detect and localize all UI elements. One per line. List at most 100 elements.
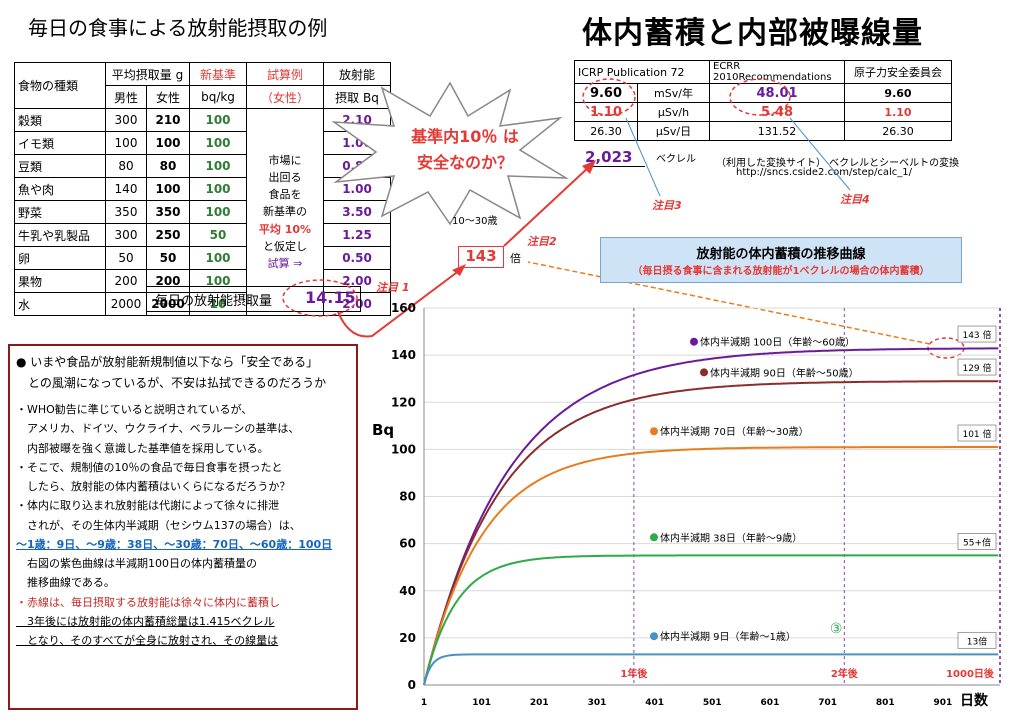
info-line: されが、その生体内半減期（セシウム137の場合）は、 [16, 518, 301, 532]
end-label-box [957, 631, 997, 649]
note-line: 出回る [268, 171, 302, 185]
left-title: 毎日の食事による放射能摂取の例 [28, 16, 328, 40]
y-tick-label: 0 [408, 678, 416, 692]
food-name: 卵 [14, 246, 106, 270]
info-line: 〜1歳：9日、〜9歳：38日、〜30歳：70日、〜60歳：100日 [16, 537, 333, 551]
table-row: 魚や肉 140 100 100 1.00 [14, 177, 391, 201]
end-label-box [957, 533, 997, 550]
multiplier-unit: 倍 [510, 252, 521, 265]
female-amount: 100 [146, 177, 190, 201]
series-dot [650, 427, 658, 436]
info-line: したら、放射能の体内蓄積はいくらになるだろうか？ [16, 480, 291, 493]
header-icrp: ICRP Publication 72 [574, 60, 710, 84]
y-tick-label: 80 [399, 490, 416, 504]
multiplier-box: 143 [458, 246, 504, 268]
male-amount: 350 [105, 200, 147, 224]
end-label-box [957, 424, 997, 442]
starburst-shape [331, 81, 569, 226]
note-calc: 試算 ⇒ [267, 256, 303, 270]
main-title: 体内蓄積と内部被曝線量 [582, 16, 923, 51]
starburst-text: 基準内10％ は 安全なのか？ [400, 124, 530, 175]
dashed-link [527, 261, 931, 345]
x-tick-label: 101 [472, 698, 491, 708]
food-name: 野菜 [14, 200, 106, 224]
legend-subtitle: （毎日摂る食事に含まれる放射能が1ベクレルの場合の体内蓄積） [632, 266, 930, 277]
header-new-standard: 新基準 [189, 62, 247, 86]
note-line: 食品を [268, 188, 302, 202]
intake-bq: 1.25 [323, 223, 391, 247]
nsc-daily: 26.30 [844, 121, 952, 141]
series-dot [690, 337, 698, 346]
female-amount: 210 [146, 108, 190, 132]
marker-label: 1年後 [620, 667, 648, 680]
note-1: 注目 1 [376, 281, 410, 294]
dose-conversion-table: ICRP Publication 72 ECRR 2010Recommendat… [574, 60, 952, 141]
info-line: ・体内に取り込まれ放射能は代謝によって徐々に排泄 [16, 499, 280, 513]
table-row: 牛乳や乳製品 300 250 50 1.25 [14, 223, 391, 247]
header-radioactivity: 放射能 [323, 62, 391, 86]
series-line [423, 554, 999, 686]
standard-value: 10 [189, 292, 247, 316]
series-label: 体内半減期 9日（年齢〜1歳） [660, 630, 796, 643]
y-tick-label: 20 [399, 631, 416, 645]
y-tick-label: 140 [391, 348, 416, 362]
standard-value: 100 [189, 131, 247, 155]
info-line: となり、そのすべてが全身に放射され、その線量は [16, 634, 279, 647]
standard-value: 100 [189, 108, 247, 132]
series-line [423, 380, 999, 686]
note-assume: と仮定し [263, 239, 307, 253]
unit-daily: μSv/日 [637, 121, 710, 141]
arrow-to-total [503, 165, 591, 247]
note-line: 市場に [268, 154, 302, 168]
series-line [423, 653, 999, 686]
info-line: アメリカ、ドイツ、ウクライナ、ベラルーシの基準は、 [16, 422, 300, 436]
x-tick-label: 901 [934, 698, 953, 708]
note3-line [625, 117, 661, 197]
note-4: 注目4 [840, 193, 870, 206]
intake-bq: 3.50 [323, 200, 391, 224]
female-amount: 50 [146, 246, 190, 270]
female-amount: 2000 [146, 292, 190, 316]
converter-url[interactable]: http://sncs.cside2.com/step/calc_1/ [736, 167, 912, 178]
series-label: 体内半減期 100日（年齢〜60歳） [700, 336, 855, 349]
intake-bq: 0.50 [323, 246, 391, 270]
series-dot [700, 368, 708, 377]
standard-value: 50 [189, 223, 247, 247]
info-line: ・そこで、規制値の10％の食品で毎日食事を摂ったと [16, 460, 283, 474]
food-name: イモ類 [14, 131, 106, 155]
circle-daily [282, 279, 358, 317]
unit-hourly: μSv/h [637, 102, 710, 122]
ecrr-daily: 131.52 [709, 121, 845, 141]
chart-legend-box: 放射能の体内蓄積の推移曲線 （毎日摂る食事に含まれる放射能が1ベクレルの場合の体… [600, 237, 962, 283]
daily-intake-label: 毎日の放射能摂取量 [155, 294, 273, 309]
marker-label: 1000日後 [946, 667, 995, 680]
header-female-paren: （女性） [246, 85, 324, 109]
info-line: 3年後には放射能の体内蓄積総量は1.415ベクレル [16, 614, 275, 628]
x-tick-label: 1 [421, 698, 427, 708]
end-label-box [957, 325, 997, 343]
series-label: 体内半減期 70日（年齢〜30歳） [660, 425, 809, 438]
x-axis-label: 日数 [960, 692, 989, 709]
series-label: 体内半減期 90日（年齢〜50歳） [710, 366, 859, 379]
legend-title: 放射能の体内蓄積の推移曲線 [696, 247, 866, 262]
header-ecrr: ECRR 2010Recommendations [709, 60, 845, 84]
x-tick-label: 701 [818, 698, 837, 708]
x-tick-label: 501 [703, 698, 722, 708]
food-name: 豆類 [14, 154, 106, 178]
male-amount: 300 [105, 223, 147, 247]
x-tick-label: 401 [645, 698, 664, 708]
x-tick-label: 301 [588, 698, 607, 708]
note-3: 注目3 [652, 199, 682, 212]
note-line: 新基準の [263, 205, 307, 219]
info-line: との風潮になっているが、不安は払拭できるのだろうか [16, 376, 327, 390]
male-amount: 100 [105, 131, 147, 155]
starburst-line: 基準内10％ は [411, 127, 519, 146]
info-line: ・WHO勧告に準じていると説明されているが、 [16, 403, 253, 416]
converter-note: （利用した変換サイト） ベクレルとシーベルトの変換 [716, 158, 960, 169]
food-name: 果物 [14, 269, 106, 293]
circle-ecrr [729, 78, 791, 116]
becquerel-total: 2,023 [585, 148, 645, 167]
header-unit: bq/kg [189, 85, 247, 109]
end-label: 55+倍 [963, 536, 991, 548]
